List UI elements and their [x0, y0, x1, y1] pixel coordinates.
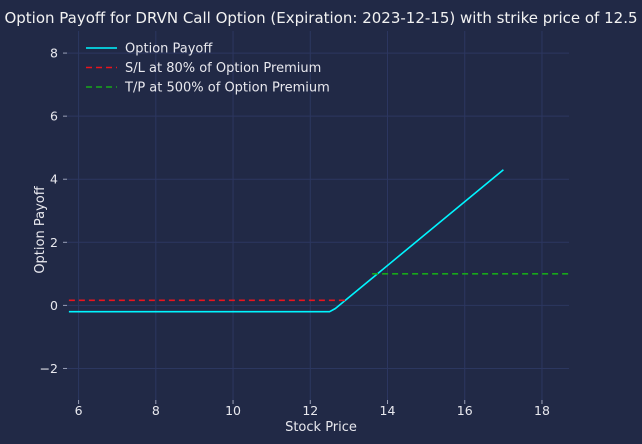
grid	[67, 31, 569, 400]
x-tick-label: 6	[75, 403, 83, 418]
legend-entry: Option Payoff	[125, 42, 213, 57]
x-tick-label: 14	[380, 403, 396, 418]
legend-entry: S/L at 80% of Option Premium	[125, 61, 321, 76]
x-tick-label: 18	[534, 403, 550, 418]
x-tick-label: 10	[225, 403, 241, 418]
y-tick-label: 4	[50, 172, 58, 187]
chart-title: Option Payoff for DRVN Call Option (Expi…	[4, 9, 637, 27]
payoff-line	[68, 169, 504, 313]
y-tick-label: 2	[50, 235, 58, 250]
x-tick-label: 8	[152, 403, 160, 418]
y-tick-label: 8	[50, 46, 58, 61]
x-axis-label: Stock Price	[285, 420, 357, 435]
legend-entry: T/P at 500% of Option Premium	[124, 81, 330, 96]
y-tick-label: −2	[40, 361, 58, 376]
legend: Option Payoff S/L at 80% of Option Premiu…	[86, 42, 330, 96]
y-axis-label: Option Payoff	[33, 185, 48, 273]
x-tick-label: 16	[457, 403, 473, 418]
y-tick-label: 0	[50, 298, 58, 313]
x-tick-label: 12	[302, 403, 318, 418]
axis-ticks: 6 8 10 12 14 16 18 −2 0 2 4 6 8	[40, 46, 550, 418]
plot-area	[68, 169, 569, 313]
y-tick-label: 6	[50, 109, 58, 124]
